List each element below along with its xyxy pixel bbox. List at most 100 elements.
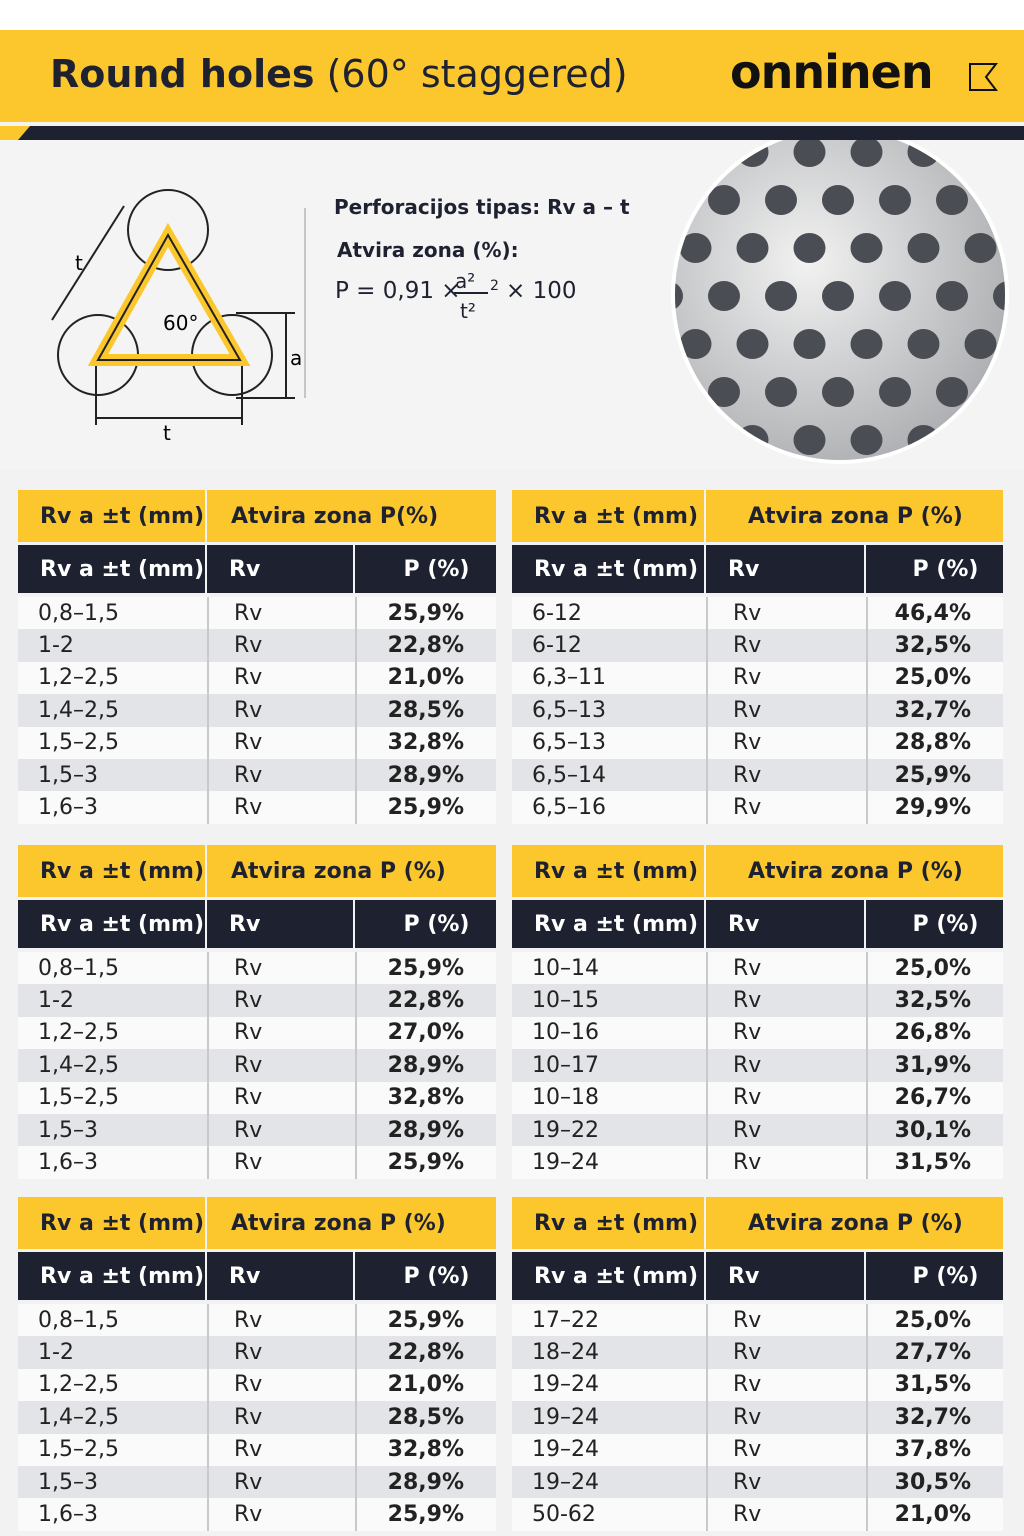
table-cell: Rv	[207, 1304, 353, 1337]
table-title-cell: Rv a ±t (mm)	[512, 1197, 704, 1249]
table-cell: 10–17	[532, 1052, 599, 1078]
table-cell: 0,8–1,5	[38, 600, 119, 626]
table-row	[18, 1304, 496, 1337]
table-cell: Rv	[706, 1466, 864, 1499]
table-cell: 21,0%	[355, 661, 496, 695]
height-label: a	[290, 346, 302, 370]
table-row	[18, 726, 496, 759]
table-cell: Rv	[706, 1498, 864, 1531]
table-row	[18, 1433, 496, 1466]
table-cell: 37,8%	[866, 1433, 1003, 1466]
side-label: t	[75, 251, 83, 275]
column-header: P (%)	[866, 1252, 1003, 1300]
table-cell: 25,9%	[866, 759, 1003, 792]
hole	[793, 233, 826, 263]
table-cell: 25,0%	[866, 1304, 1003, 1337]
table-row	[18, 661, 496, 695]
table-row	[512, 984, 1003, 1017]
table-cell: 1,2–2,5	[38, 1020, 119, 1046]
table-cell: 1,5–3	[38, 762, 98, 788]
hole	[765, 377, 797, 407]
table-cell: 1,5–2,5	[38, 730, 119, 756]
table-cell: 28,9%	[355, 1114, 496, 1147]
hole	[879, 185, 911, 215]
triangle-outline	[96, 232, 242, 361]
table-title-cell: Atvira zona P (%)	[706, 1197, 1003, 1249]
table-row	[18, 1498, 496, 1531]
column-header: Rv	[207, 545, 353, 593]
table-cell: 21,0%	[866, 1498, 1003, 1531]
table-cell: 26,7%	[866, 1081, 1003, 1114]
column-header: P (%)	[866, 545, 1003, 593]
table-cell: 25,0%	[866, 952, 1003, 985]
table-cell: 10–14	[532, 955, 599, 981]
table-cell: Rv	[207, 629, 353, 662]
table-row	[512, 1336, 1003, 1369]
info-section: t 60° a t Perforacijos tipas: Rv a – t A…	[0, 140, 1024, 470]
table-cell: 21,0%	[355, 1368, 496, 1402]
table-cell: Rv	[706, 1304, 864, 1337]
table-row	[512, 1368, 1003, 1402]
table-cell: 10–18	[532, 1085, 599, 1111]
table-row	[512, 597, 1003, 630]
table-cell: 19–24	[532, 1372, 599, 1398]
table-cell: Rv	[207, 1081, 353, 1114]
table-row	[18, 1368, 496, 1402]
hole	[850, 329, 883, 359]
table-cell: 1,5–2,5	[38, 1437, 119, 1463]
table-cell: 25,9%	[355, 791, 496, 824]
table-cell: 0,8–1,5	[38, 955, 119, 981]
table-cell: Rv	[706, 1433, 864, 1466]
denominator: t²	[460, 299, 476, 323]
column-header: Rv a ±t (mm)	[512, 1252, 704, 1300]
table-row	[512, 726, 1003, 759]
formula-left: P = 0,91 ×	[335, 278, 461, 304]
table-cell: Rv	[706, 726, 864, 759]
table-row	[512, 1016, 1003, 1050]
table-row	[512, 694, 1003, 727]
column-header: Rv a ±t (mm)	[18, 1252, 205, 1300]
table-title-cell: Rv a ±t (mm)	[18, 845, 205, 897]
table-cell: 1-2	[38, 988, 74, 1014]
table-row	[18, 1336, 496, 1369]
table-cell: 30,5%	[866, 1466, 1003, 1499]
hole	[822, 185, 854, 215]
table-cell: 1,5–2,5	[38, 1085, 119, 1111]
hole	[879, 377, 911, 407]
table-cell: Rv	[207, 1114, 353, 1147]
table-row	[18, 952, 496, 985]
column-header: Rv	[706, 545, 864, 593]
top-margin	[0, 0, 1024, 30]
column-header: Rv	[706, 900, 864, 948]
column-header: Rv a ±t (mm)	[18, 545, 205, 593]
table-cell: 25,9%	[355, 1304, 496, 1337]
table-cell: 32,8%	[355, 1433, 496, 1466]
table-cell: Rv	[207, 984, 353, 1017]
table-cell: 32,8%	[355, 1081, 496, 1114]
table-cell: Rv	[706, 1401, 864, 1434]
table-cell: 1,4–2,5	[38, 697, 119, 723]
table-row	[512, 952, 1003, 985]
table-cell: Rv	[706, 661, 864, 695]
table-cell: 6-12	[532, 600, 582, 626]
table-cell: 26,8%	[866, 1016, 1003, 1050]
table-cell: Rv	[207, 1336, 353, 1369]
type-line: Perforacijos tipas: Rv a – t	[334, 195, 630, 219]
hole	[850, 233, 883, 263]
table-title-cell: Rv a ±t (mm)	[512, 845, 704, 897]
table-title-cell: Atvira zona P (%)	[706, 845, 1003, 897]
column-header: Rv	[207, 900, 353, 948]
hole	[708, 185, 740, 215]
table-cell: Rv	[207, 694, 353, 727]
table-row	[512, 1049, 1003, 1082]
hole	[907, 329, 940, 359]
hole	[964, 233, 997, 263]
table-cell: 32,5%	[866, 984, 1003, 1017]
title: Round holes (60° staggered)	[50, 52, 628, 96]
table-cell: Rv	[706, 1368, 864, 1402]
table-cell: 25,9%	[355, 597, 496, 630]
table-cell: Rv	[706, 1336, 864, 1369]
table-row	[18, 1016, 496, 1050]
table-cell: 25,9%	[355, 1498, 496, 1531]
